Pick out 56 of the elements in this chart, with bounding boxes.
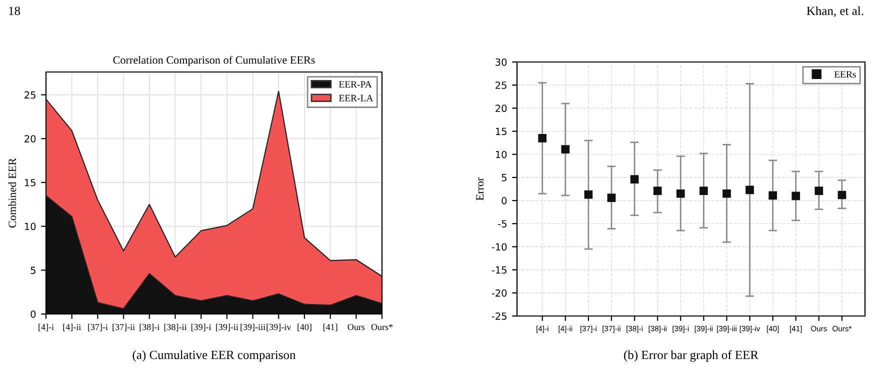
- y-axis-title: Combined EER: [8, 158, 16, 228]
- point: [700, 186, 708, 196]
- y-tick-label: 10: [496, 150, 507, 158]
- y-tick-label: 30: [496, 58, 507, 66]
- text: Khan, et al.: [806, 6, 864, 17]
- y-tick-label: 20: [24, 135, 36, 142]
- point: [630, 175, 639, 184]
- point: [676, 189, 685, 198]
- point: [768, 191, 777, 200]
- y-axis-title: Error: [476, 177, 484, 200]
- legend-label: EER-LA: [338, 94, 374, 102]
- chart-title: Correlation Comparison of Cumulative EERs: [113, 56, 315, 66]
- text: (b) Error bar graph of EER: [624, 350, 758, 362]
- x-tick-label: [38]-ii: [164, 324, 187, 332]
- point: [746, 186, 754, 194]
- x-tick-label: [39]-i: [191, 324, 212, 332]
- y-tick-label: -25: [492, 312, 506, 320]
- y-tick-label: 15: [24, 179, 36, 186]
- point: [561, 145, 570, 154]
- text: (a) Cumulative EER comparison: [132, 350, 296, 362]
- x-tick-label: [40]: [298, 324, 312, 332]
- y-tick-label: 25: [496, 82, 506, 89]
- x-tick-label: [39]-iii: [240, 324, 266, 332]
- point: [838, 190, 846, 200]
- y-tick-label: -15: [492, 266, 506, 274]
- point: [584, 190, 593, 199]
- y-tick-label: 5: [502, 174, 506, 182]
- legend-label: EERs: [834, 71, 856, 78]
- x-tick-label: Ours: [348, 324, 365, 330]
- point: [607, 194, 616, 202]
- y-tick-label: 25: [24, 91, 36, 99]
- y-tick-label: 15: [496, 128, 506, 136]
- point: [722, 189, 731, 198]
- y-tick-label: -5: [498, 220, 506, 228]
- point: [538, 134, 547, 142]
- point: [814, 186, 824, 196]
- point: [792, 192, 800, 200]
- y-tick-label: 20: [496, 104, 507, 112]
- y-tick-label: 10: [24, 222, 36, 230]
- y-tick-label: 0: [502, 197, 507, 204]
- text: 18: [9, 6, 20, 16]
- x-tick-label: [41]: [323, 324, 338, 332]
- point: [653, 186, 662, 196]
- x-tick-label: [37]-i: [88, 324, 108, 332]
- y-tick-label: 5: [30, 266, 36, 274]
- y-tick-label: 0: [30, 310, 36, 318]
- x-tick-label: [4]-i: [38, 324, 54, 332]
- x-tick-label: [37]-ii: [112, 324, 135, 332]
- x-tick-label: Ours*: [371, 324, 393, 330]
- y-tick-label: -10: [492, 243, 507, 251]
- legend-label: EER-PA: [338, 81, 372, 88]
- x-tick-label: [38]-i: [140, 324, 160, 332]
- y-tick-label: -20: [492, 289, 507, 297]
- x-tick-label: [39]-iv: [266, 324, 292, 332]
- x-tick-label: [39]-ii: [216, 324, 238, 332]
- x-tick-label: [4]-ii: [63, 324, 81, 332]
